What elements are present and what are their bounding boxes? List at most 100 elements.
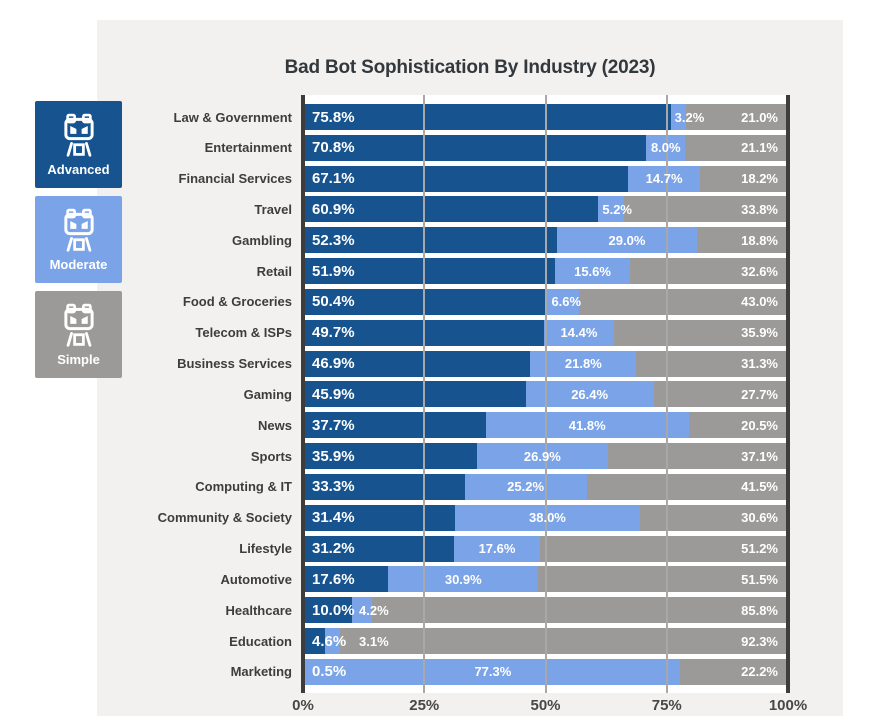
value-label-simple: 41.5%	[741, 479, 778, 495]
legend-tile-label: Simple	[57, 351, 100, 367]
segment-simple	[340, 628, 788, 655]
industry-label: Retail	[256, 263, 292, 279]
industry-row: News 37.7% 41.8% 20.5%	[97, 412, 843, 439]
industry-label: Entertainment	[204, 140, 292, 156]
segment-moderate	[598, 196, 624, 223]
legend-tile-label: Advanced	[47, 161, 110, 177]
segment-simple	[699, 165, 788, 192]
industry-label: Healthcare	[225, 602, 292, 618]
segment-simple	[630, 258, 788, 285]
segment-advanced	[303, 165, 629, 192]
bar: 52.3% 29.0% 18.8%	[303, 227, 788, 254]
segment-simple	[607, 443, 788, 470]
bot-icon	[58, 113, 100, 159]
axis-tick-label: 50%	[530, 697, 561, 714]
industry-row: Automotive 17.6% 30.9% 51.5%	[97, 566, 843, 593]
industry-row: Business Services 46.9% 21.8% 31.3%	[97, 350, 843, 377]
value-label-moderate: 14.7%	[645, 171, 683, 187]
value-label-moderate: 21.8%	[564, 356, 602, 372]
bot-icon	[58, 208, 100, 254]
value-label-advanced: 31.2%	[312, 540, 355, 558]
segment-simple	[613, 319, 788, 346]
legend: Advanced Moderate	[35, 101, 122, 378]
value-label-simple: 18.8%	[741, 232, 778, 248]
value-label-advanced: 37.7%	[312, 416, 355, 434]
segment-simple	[688, 412, 788, 439]
bar: 46.9% 21.8% 31.3%	[303, 350, 788, 377]
segment-advanced	[303, 504, 456, 531]
segment-moderate	[305, 658, 681, 685]
value-label-simple: 51.5%	[741, 571, 778, 587]
segment-advanced	[303, 104, 671, 130]
segment-advanced	[303, 473, 465, 500]
segment-moderate	[547, 288, 580, 315]
value-label-moderate: 77.3%	[474, 664, 512, 680]
segment-moderate	[670, 104, 687, 130]
segment-moderate	[454, 535, 540, 562]
segment-advanced	[303, 412, 486, 439]
bar: 37.7% 41.8% 20.5%	[303, 412, 788, 439]
bar: 4.6% 3.1% 92.3%	[303, 628, 788, 655]
bar: 67.1% 14.7% 18.2%	[303, 165, 788, 192]
segment-simple	[653, 381, 788, 408]
bar: 35.9% 26.9% 37.1%	[303, 443, 788, 470]
axis-tick-label: 0%	[292, 697, 314, 714]
bar: 0.5% 77.3% 22.2%	[303, 658, 788, 685]
value-label-moderate: 15.6%	[574, 263, 611, 279]
value-label-advanced: 17.6%	[312, 570, 355, 588]
value-label-moderate: 8.0%	[650, 140, 681, 156]
segment-moderate	[544, 319, 614, 346]
segment-advanced	[303, 628, 326, 655]
chart-panel: Bad Bot Sophistication By Industry (2023…	[97, 20, 843, 716]
industry-label: Law & Government	[173, 109, 292, 125]
industry-label: Education	[229, 633, 292, 649]
bar: 70.8% 8.0% 21.1%	[303, 134, 788, 161]
industry-label: Gambling	[232, 232, 292, 248]
bar: 75.8% 3.2% 21.0%	[303, 104, 788, 130]
segment-moderate	[388, 566, 539, 593]
value-label-moderate: 26.4%	[571, 386, 609, 402]
legend-tile-moderate: Moderate	[35, 196, 122, 283]
segment-moderate	[485, 412, 689, 439]
axis-tick-label: 100%	[768, 697, 808, 714]
segment-simple	[686, 104, 788, 130]
industry-row: Entertainment 70.8% 8.0% 21.1%	[97, 134, 843, 161]
industry-label: Food & Groceries	[182, 294, 292, 310]
industry-label: Business Services	[177, 356, 292, 372]
bar: 45.9% 26.4% 27.7%	[303, 381, 788, 408]
value-label-simple: 22.2%	[741, 664, 778, 680]
segment-simple	[579, 288, 788, 315]
industry-label: Lifestyle	[239, 541, 292, 557]
value-label-advanced: 52.3%	[312, 231, 355, 249]
value-label-simple: 92.3%	[741, 633, 778, 649]
stacked-bar-chart: Law & Government 75.8% 3.2% 21.0% Entert…	[97, 95, 843, 719]
legend-tile-advanced: Advanced	[35, 101, 122, 188]
value-label-simple: 85.8%	[741, 602, 778, 618]
value-label-moderate: 14.4%	[560, 325, 598, 341]
legend-tile-simple: Simple	[35, 291, 122, 378]
value-label-moderate: 3.1%	[359, 633, 389, 649]
segment-simple	[680, 658, 788, 685]
segment-moderate	[464, 473, 587, 500]
industry-row: Education 4.6% 3.1% 92.3%	[97, 628, 843, 655]
value-label-simple: 31.3%	[741, 356, 778, 372]
industry-label: Travel	[254, 201, 292, 217]
industry-row: Community & Society 31.4% 38.0% 30.6%	[97, 504, 843, 531]
bar: 60.9% 5.2% 33.8%	[303, 196, 788, 223]
segment-advanced	[303, 381, 526, 408]
industry-label: Automotive	[220, 571, 293, 587]
bar: 51.9% 15.6% 32.6%	[303, 258, 788, 285]
value-label-moderate: 6.6%	[551, 294, 582, 310]
segment-moderate	[351, 597, 372, 624]
value-label-simple: 30.6%	[741, 510, 778, 526]
value-label-moderate: 5.2%	[602, 201, 632, 217]
value-label-advanced: 35.9%	[312, 447, 355, 465]
industry-row: Law & Government 75.8% 3.2% 21.0%	[97, 104, 843, 130]
segment-simple	[539, 535, 788, 562]
segment-simple	[697, 227, 788, 254]
industry-row: Food & Groceries 50.4% 6.6% 43.0%	[97, 288, 843, 315]
value-label-moderate: 25.2%	[507, 479, 545, 495]
segment-advanced	[303, 196, 599, 223]
segment-simple	[538, 566, 788, 593]
industry-row: Financial Services 67.1% 14.7% 18.2%	[97, 165, 843, 192]
